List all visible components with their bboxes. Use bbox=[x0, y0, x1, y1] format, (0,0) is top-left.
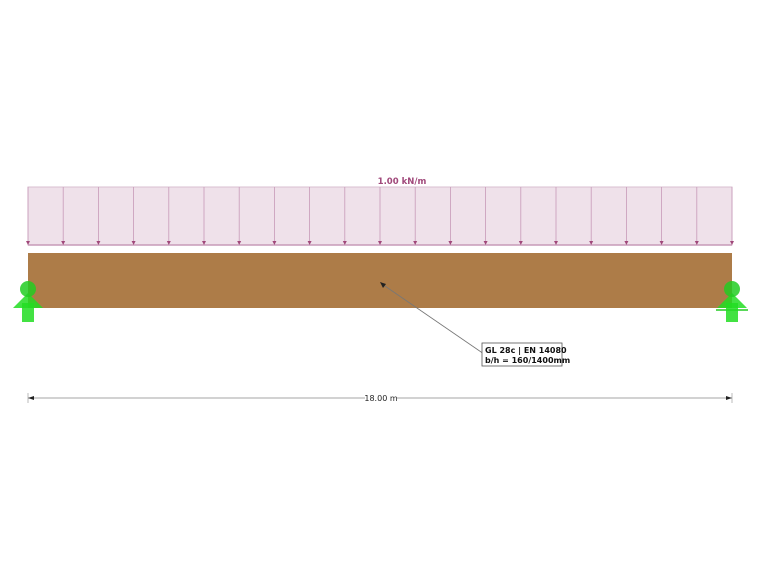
load-arrowhead bbox=[202, 241, 206, 245]
annotation-leader bbox=[381, 283, 485, 355]
support-triangle bbox=[717, 293, 747, 308]
load-arrowhead bbox=[624, 241, 629, 245]
load-arrowhead bbox=[61, 241, 66, 245]
support-hinge-icon bbox=[724, 281, 740, 297]
annotation-box bbox=[481, 342, 563, 367]
load-arrowhead bbox=[694, 241, 699, 245]
distributed-load: 1.00 kN/m bbox=[26, 177, 734, 246]
load-arrowhead bbox=[96, 241, 101, 245]
load-arrowhead bbox=[518, 241, 523, 245]
load-arrowhead bbox=[342, 241, 347, 245]
load-arrowhead bbox=[237, 241, 242, 245]
load-label: 1.00 kN/m bbox=[378, 177, 427, 187]
load-arrowhead bbox=[589, 241, 594, 245]
beam[interactable] bbox=[28, 253, 732, 308]
load-arrowhead bbox=[26, 241, 30, 245]
load-arrowhead bbox=[166, 241, 171, 245]
support-right[interactable] bbox=[716, 281, 748, 322]
load-arrowhead bbox=[659, 241, 664, 245]
support-arrow-shaft bbox=[22, 303, 34, 322]
load-arrowhead bbox=[272, 241, 277, 245]
load-arrowhead bbox=[483, 241, 488, 245]
load-arrowhead bbox=[413, 241, 418, 245]
dim-arrow-right bbox=[726, 396, 732, 400]
dim-arrow-left bbox=[28, 396, 34, 400]
support-arrow-shaft bbox=[726, 303, 738, 322]
annotation-section: b/h = 160/1400mm bbox=[485, 356, 570, 365]
dimension-line: 18.00 m bbox=[27, 392, 733, 404]
load-arrowhead bbox=[307, 241, 312, 245]
support-triangle bbox=[13, 293, 43, 308]
load-arrowhead bbox=[131, 241, 136, 245]
load-arrowhead bbox=[554, 241, 558, 245]
support-hinge-icon bbox=[20, 281, 36, 297]
beam-annotation: GL 28c | EN 14080 b/h = 160/1400mm bbox=[380, 282, 570, 367]
load-arrowhead bbox=[378, 241, 382, 245]
dimension-label: 18.00 m bbox=[364, 394, 397, 403]
load-arrowhead bbox=[448, 241, 453, 245]
support-left[interactable] bbox=[13, 281, 43, 322]
leader-arrowhead bbox=[380, 282, 386, 288]
annotation-material: GL 28c | EN 14080 bbox=[485, 346, 567, 355]
load-arrowhead bbox=[730, 241, 734, 245]
